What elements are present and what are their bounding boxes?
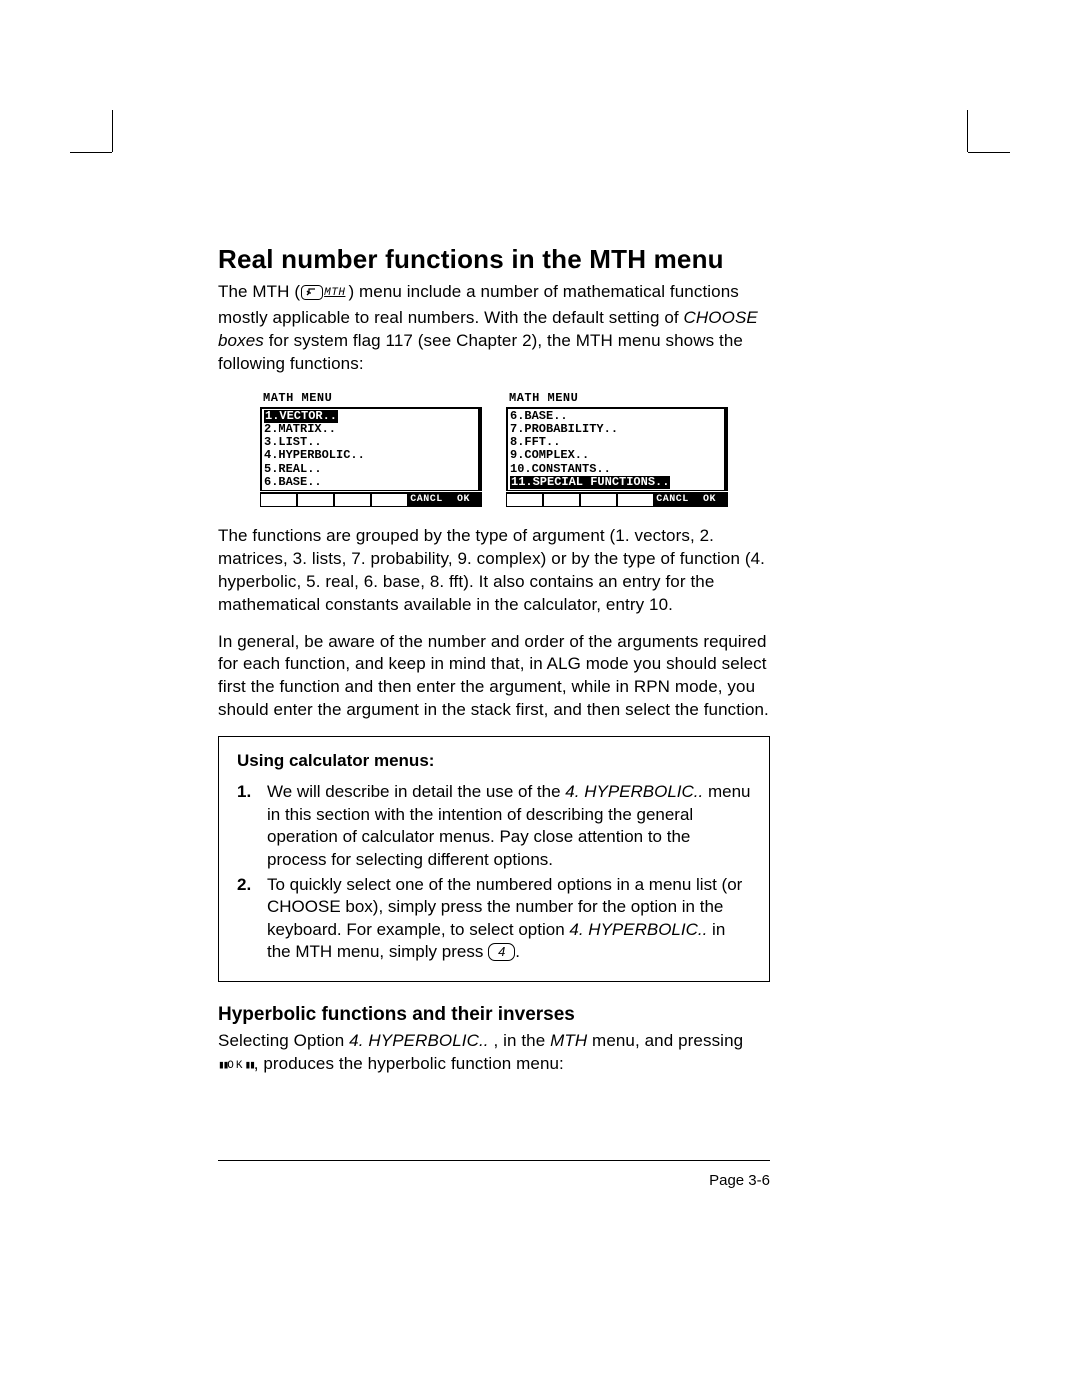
key-4-icon: 4	[488, 943, 515, 961]
mth-key-label: MTH	[324, 286, 345, 301]
note-title: Using calculator menus:	[237, 751, 753, 771]
calc-menu-item: 6.BASE..	[264, 476, 476, 489]
page-number: Page 3-6	[709, 1172, 770, 1189]
content-column: Real number functions in the MTH menu Th…	[218, 244, 770, 1090]
calc-menu-list: 1.VECTOR..2.MATRIX..3.LIST..4.HYPERBOLIC…	[260, 407, 482, 491]
calc-softkeys: CANCLOK	[260, 492, 482, 507]
intro-paragraph: The MTH (MTH) menu include a number of m…	[218, 281, 770, 376]
list-number: 2.	[237, 874, 251, 896]
softkey-blank	[371, 492, 408, 507]
calc-menu-item: 1.VECTOR..	[264, 410, 476, 423]
note-box: Using calculator menus: 1. We will descr…	[218, 736, 770, 982]
list-number: 1.	[237, 781, 251, 803]
softkey-blank	[617, 492, 654, 507]
calc-screenshot-left: MATH MENU 1.VECTOR..2.MATRIX..3.LIST..4.…	[260, 390, 482, 507]
crop-mark	[967, 110, 968, 152]
calc-menu-item: 6.BASE..	[510, 410, 722, 423]
softkey-ok: OK	[445, 492, 482, 507]
calc-menu-item: 9.COMPLEX..	[510, 449, 722, 462]
softkey-ok: OK	[691, 492, 728, 507]
text-italic: 4. HYPERBOLIC..	[565, 782, 703, 801]
calculator-screenshots: MATH MENU 1.VECTOR..2.MATRIX..3.LIST..4.…	[218, 390, 770, 507]
softkey-blank	[543, 492, 580, 507]
paragraph: The functions are grouped by the type of…	[218, 525, 770, 617]
text-italic: 4. HYPERBOLIC..	[349, 1031, 493, 1050]
calc-menu-item: 4.HYPERBOLIC..	[264, 449, 476, 462]
subsection-title: Hyperbolic functions and their inverses	[218, 1004, 770, 1026]
footer-rule	[218, 1160, 770, 1161]
text: for system flag 117 (see Chapter 2), the…	[218, 331, 743, 373]
calc-menu-item: 11.SPECIAL FUNCTIONS..	[510, 476, 722, 489]
left-shift-key-icon	[301, 284, 323, 307]
softkey-cancl: CANCL	[654, 492, 691, 507]
crop-mark	[70, 152, 112, 153]
calc-menu-item: 10.CONSTANTS..	[510, 463, 722, 476]
section-title: Real number functions in the MTH menu	[218, 244, 770, 275]
ok-softkey-icon: ▮▮OK▮▮	[218, 1059, 254, 1074]
text: Selecting Option	[218, 1031, 349, 1050]
crop-mark	[112, 110, 113, 152]
text: menu, and pressing	[587, 1031, 743, 1050]
paragraph: Selecting Option 4. HYPERBOLIC.. , in th…	[218, 1030, 770, 1076]
calc-screenshot-right: MATH MENU 6.BASE..7.PROBABILITY..8.FFT..…	[506, 390, 728, 507]
note-item: 2. To quickly select one of the numbered…	[237, 874, 753, 964]
text: We will describe in detail the use of th…	[267, 782, 565, 801]
softkey-blank	[580, 492, 617, 507]
text-italic: MTH	[550, 1031, 587, 1050]
calc-title: MATH MENU	[506, 390, 728, 407]
calc-title: MATH MENU	[260, 390, 482, 407]
softkey-cancl: CANCL	[408, 492, 445, 507]
note-item: 1. We will describe in detail the use of…	[237, 781, 753, 871]
softkey-blank	[334, 492, 371, 507]
text: The MTH (	[218, 282, 300, 301]
softkey-blank	[297, 492, 334, 507]
page: Real number functions in the MTH menu Th…	[0, 0, 1080, 1397]
calc-menu-list: 6.BASE..7.PROBABILITY..8.FFT..9.COMPLEX.…	[506, 407, 728, 491]
note-list: 1. We will describe in detail the use of…	[237, 781, 753, 964]
softkey-blank	[506, 492, 543, 507]
calc-softkeys: CANCLOK	[506, 492, 728, 507]
text-italic: 4. HYPERBOLIC..	[569, 920, 707, 939]
crop-mark	[968, 152, 1010, 153]
softkey-blank	[260, 492, 297, 507]
paragraph: In general, be aware of the number and o…	[218, 631, 770, 723]
text: .	[515, 942, 520, 961]
text: , produces the hyperbolic function menu:	[254, 1054, 564, 1073]
text: , in the	[493, 1031, 550, 1050]
calc-menu-item: 5.REAL..	[264, 463, 476, 476]
